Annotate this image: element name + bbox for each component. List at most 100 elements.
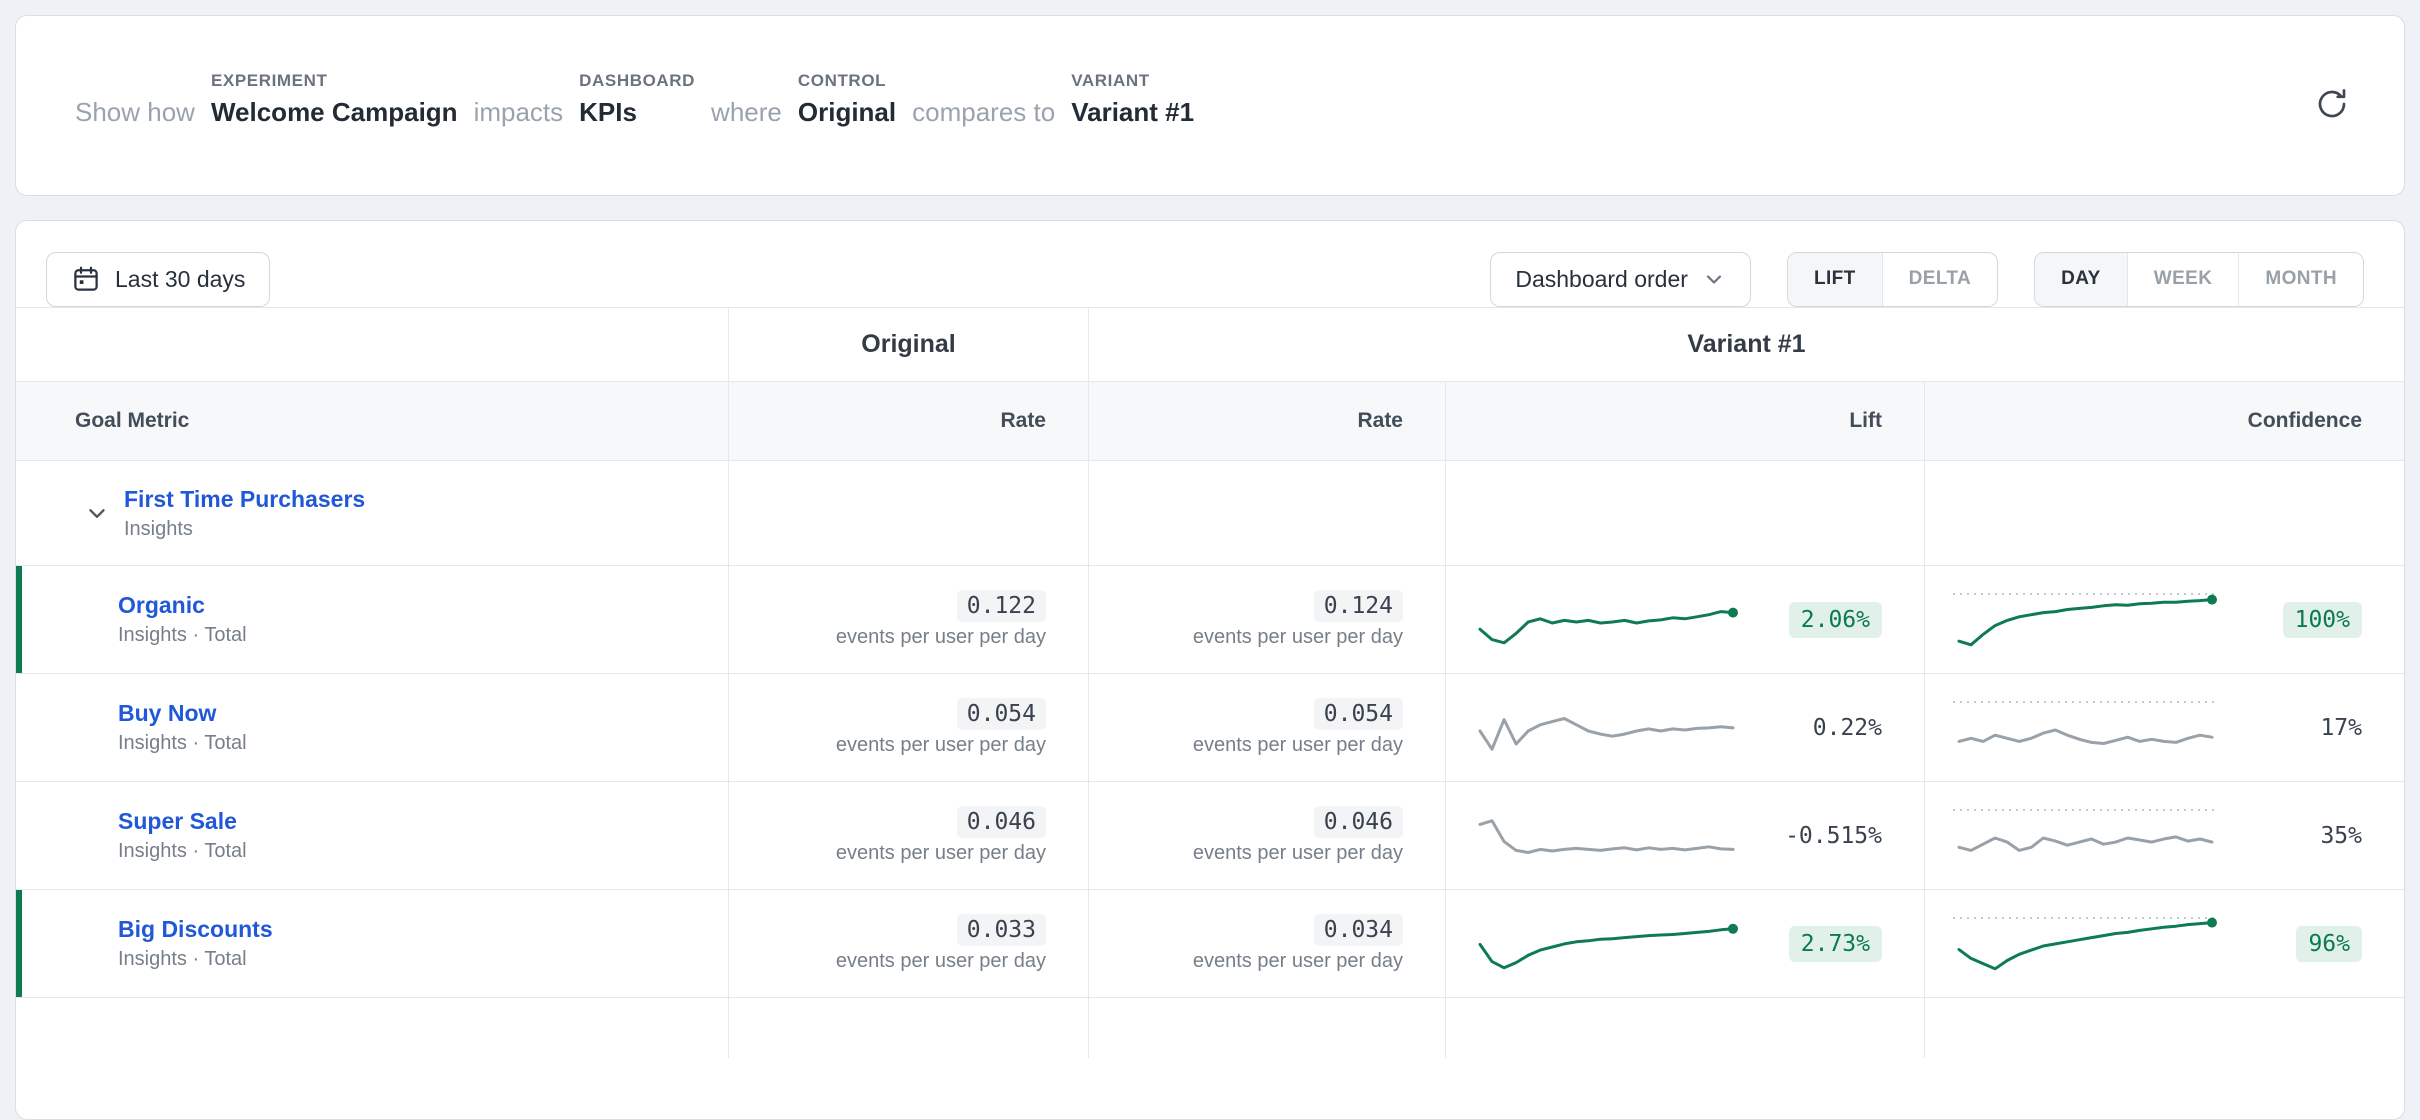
metric-row: Big Discounts Insights · Total 0.033 events… [16, 890, 2404, 998]
date-range-label: Last 30 days [115, 265, 246, 292]
control-rate-value: 0.122 [956, 590, 1046, 622]
control-rate-value: 0.046 [956, 806, 1046, 838]
rate-unit-label: events per user per day [1192, 950, 1403, 972]
query-param-value: Show how [75, 97, 195, 127]
metric-name-link[interactable]: Buy Now [118, 700, 217, 726]
toolbar-right: Dashboard order LIFT DELTA DAY WEEK MONTH [1490, 251, 2364, 307]
table-column-header-row: Goal Metric Rate Rate Lift Confidence [16, 382, 2404, 461]
column-header-control-rate: Rate [729, 382, 1089, 460]
refresh-icon [2318, 89, 2346, 118]
query-param-label [75, 68, 195, 94]
empty-cell [1446, 998, 1925, 1058]
control-rate-cell: 0.122 events per user per day [729, 566, 1089, 673]
metric-subtitle: Insights · Total [118, 840, 247, 862]
chevron-down-icon[interactable] [84, 500, 110, 526]
confidence-sparkline-chart [1953, 801, 2218, 871]
segment-lift[interactable]: LIFT [1787, 252, 1882, 306]
query-param-label [474, 68, 564, 94]
empty-cell [1925, 461, 2404, 565]
query-param-value: compares to [912, 97, 1056, 127]
metric-name-link[interactable]: Organic [118, 592, 205, 618]
metric-group-name[interactable]: First Time Purchasers [124, 485, 366, 512]
dashboard-order-dropdown[interactable]: Dashboard order [1490, 251, 1751, 307]
confidence-sparkline-chart [1953, 585, 2218, 655]
column-header-variant-rate: Rate [1089, 382, 1446, 460]
rate-unit-label: events per user per day [1192, 734, 1403, 756]
calendar-icon [74, 266, 98, 291]
query-word: impacts [474, 68, 564, 130]
table-group-header-row: Original Variant #1 [16, 308, 2404, 382]
confidence-sparkline-chart [1953, 693, 2218, 763]
metric-subtitle: Insights · Total [118, 624, 247, 646]
confidence-sparkline-chart [1953, 909, 2218, 979]
table-body: First Time Purchasers Insights Organic Insi… [16, 461, 2404, 1058]
control-rate-value: 0.054 [956, 698, 1046, 730]
query-param-label: CONTROL [797, 71, 887, 90]
control-rate-cell: 0.033 events per user per day [729, 890, 1089, 997]
rate-unit-label: events per user per day [835, 734, 1046, 756]
group-header-spacer [16, 308, 729, 381]
confidence-value: 35% [2320, 822, 2362, 849]
metric-group-row: First Time Purchasers Insights [16, 461, 2404, 566]
lift-sparkline-chart [1474, 909, 1739, 979]
lift-value: 2.73% [1788, 925, 1882, 962]
query-builder-card: Show how EXPERIMENT Welcome Campaign impact… [15, 15, 2405, 196]
query-param-experiment[interactable]: EXPERIMENT Welcome Campaign [211, 68, 458, 130]
query-param-value: Original [797, 97, 897, 127]
confidence-value: 96% [2296, 925, 2362, 962]
confidence-cell: 96% [1925, 890, 2404, 997]
confidence-value: 100% [2282, 601, 2362, 638]
lift-sparkline-chart [1474, 585, 1739, 655]
metric-name-link[interactable]: Big Discounts [118, 916, 273, 942]
query-param-value: KPIs [579, 97, 637, 127]
segment-week[interactable]: WEEK [2126, 252, 2239, 306]
empty-cell [1089, 998, 1446, 1058]
empty-cell [1925, 998, 2404, 1058]
metric-row-clipped [16, 998, 2404, 1058]
query-param-label: VARIANT [1071, 71, 1150, 90]
query-param-value: impacts [473, 97, 564, 127]
lift-value: 0.22% [1812, 714, 1882, 741]
granularity-toggle: DAY WEEK MONTH [2034, 251, 2364, 307]
metric-cell: Big Discounts Insights · Total [16, 890, 729, 997]
query-sentence: Show how EXPERIMENT Welcome Campaign impact… [16, 16, 2404, 130]
metric-cell: Buy Now Insights · Total [16, 674, 729, 781]
lift-value: -0.515% [1785, 822, 1882, 849]
metric-subtitle: Insights · Total [118, 732, 247, 754]
metric-row: Buy Now Insights · Total 0.054 events per u… [16, 674, 2404, 782]
query-word: compares to [912, 68, 1055, 130]
query-param-dashboard[interactable]: DASHBOARD KPIs [579, 68, 695, 130]
toolbar: Last 30 days Dashboard order LIFT DELTA D… [16, 221, 2404, 307]
query-param-label: EXPERIMENT [210, 71, 328, 90]
empty-cell [729, 461, 1089, 565]
lift-cell: -0.515% [1446, 782, 1925, 889]
query-word: where [711, 68, 782, 130]
lift-sparkline-chart [1474, 693, 1739, 763]
lift-sparkline-chart [1474, 801, 1739, 871]
lift-value: 2.06% [1788, 601, 1882, 638]
query-param-label [912, 68, 1055, 94]
metric-name-link[interactable]: Super Sale [118, 808, 237, 834]
variant-rate-value: 0.046 [1313, 806, 1403, 838]
lift-delta-toggle: LIFT DELTA [1786, 251, 1999, 307]
date-range-button[interactable]: Last 30 days [46, 251, 271, 307]
empty-cell [1446, 461, 1925, 565]
query-param-variant[interactable]: VARIANT Variant #1 [1071, 68, 1194, 130]
empty-cell [1089, 461, 1446, 565]
metric-cell: Organic Insights · Total [16, 566, 729, 673]
query-param-label [711, 68, 782, 94]
empty-cell [729, 998, 1089, 1058]
refresh-button[interactable] [2310, 82, 2354, 126]
group-header-original: Original [729, 308, 1089, 381]
segment-delta[interactable]: DELTA [1881, 252, 1998, 306]
results-table: Original Variant #1 Goal Metric Rate Rat… [16, 307, 2404, 1058]
query-param-control[interactable]: CONTROL Original [798, 68, 896, 130]
confidence-value: 17% [2320, 714, 2362, 741]
rate-unit-label: events per user per day [835, 950, 1046, 972]
segment-day[interactable]: DAY [2035, 252, 2127, 306]
query-word: Show how [75, 68, 195, 130]
query-param-value: where [711, 97, 782, 127]
confidence-cell: 35% [1925, 782, 2404, 889]
segment-month[interactable]: MONTH [2238, 252, 2363, 306]
variant-rate-value: 0.034 [1313, 914, 1403, 946]
